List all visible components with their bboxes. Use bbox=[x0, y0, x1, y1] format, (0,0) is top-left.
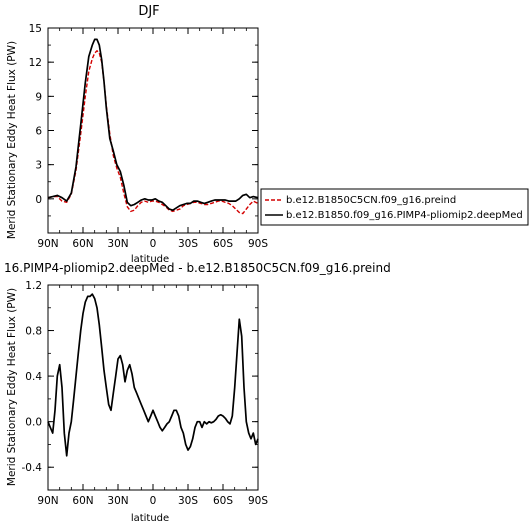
legend-entry-preind: b.e12.B1850C5CN.f09_g16.preind bbox=[286, 195, 456, 206]
x-tick-label: 90S bbox=[248, 495, 268, 507]
legend: b.e12.B1850C5CN.f09_g16.preind b.e12.B18… bbox=[260, 188, 529, 226]
difference-panel: 16.PIMP4-pliomip2.deepMed - b.e12.B1850C… bbox=[4, 261, 391, 524]
top-chart-title: DJF bbox=[138, 4, 159, 19]
y-tick-label: 0.0 bbox=[25, 417, 42, 429]
bottom-x-axis-label: latitude bbox=[131, 513, 169, 524]
bottom-chart-title: 16.PIMP4-pliomip2.deepMed - b.e12.B1850C… bbox=[4, 261, 391, 275]
series-line-0-0 bbox=[47, 50, 259, 215]
y-tick-label: 15 bbox=[29, 23, 42, 35]
djf-panel: DJF Merid Stationary Eddy Heat Flux (PW)… bbox=[6, 4, 268, 250]
x-tick-label: 90N bbox=[37, 238, 58, 250]
y-tick-label: 0 bbox=[35, 194, 42, 206]
series-line-1-0 bbox=[47, 293, 259, 457]
x-tick-label: 0 bbox=[150, 495, 157, 507]
x-tick-label: 90N bbox=[37, 495, 58, 507]
y-tick-label: 9 bbox=[35, 91, 42, 103]
series-line-0-1 bbox=[47, 38, 259, 212]
x-tick-label: 30S bbox=[178, 495, 198, 507]
x-tick-label: 30N bbox=[107, 495, 128, 507]
x-tick-label: 60S bbox=[213, 238, 233, 250]
y-tick-label: 6 bbox=[35, 126, 42, 138]
x-tick-label: 60S bbox=[213, 495, 233, 507]
y-tick-label: 0.4 bbox=[25, 371, 42, 383]
bottom-y-axis-label: Merid Stationary Eddy Heat Flux (PW) bbox=[6, 288, 18, 486]
top-y-axis-label: Merid Stationary Eddy Heat Flux (PW) bbox=[6, 41, 18, 239]
x-tick-label: 30S bbox=[178, 238, 198, 250]
x-tick-label: 30N bbox=[107, 238, 128, 250]
y-tick-label: 12 bbox=[29, 57, 42, 69]
y-tick-label: -0.4 bbox=[22, 462, 43, 474]
legend-entry-deepmed: b.e12.B1850.f09_g16.PIMP4-pliomip2.deepM… bbox=[286, 210, 523, 221]
top-x-axis-label: latitude bbox=[131, 254, 169, 265]
x-tick-label: 0 bbox=[150, 238, 157, 250]
legend-box bbox=[260, 188, 529, 226]
x-tick-label: 60N bbox=[72, 495, 93, 507]
x-tick-label: 60N bbox=[72, 238, 93, 250]
y-tick-label: 1.2 bbox=[25, 280, 42, 292]
y-tick-label: 3 bbox=[35, 160, 42, 172]
y-tick-label: 0.8 bbox=[25, 326, 42, 338]
bottom-plot-frame bbox=[47, 284, 259, 491]
x-tick-label: 90S bbox=[248, 238, 268, 250]
